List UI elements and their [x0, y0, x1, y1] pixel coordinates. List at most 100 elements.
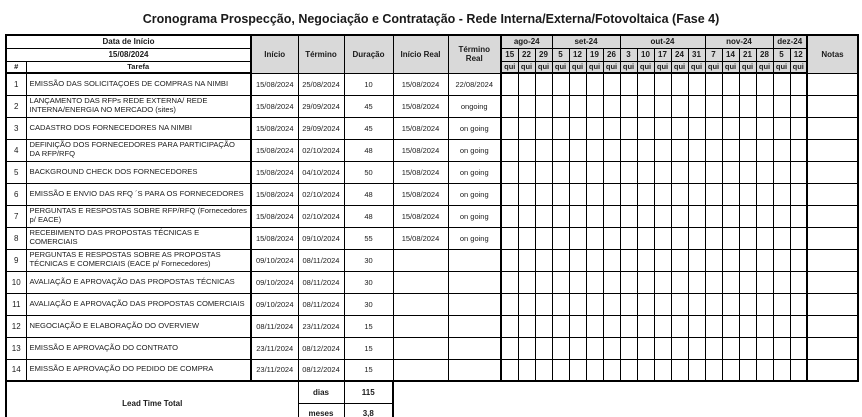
weekday-cell: qui [551, 60, 570, 74]
gantt-bar-cell [602, 226, 621, 250]
gantt-bar-cell [500, 138, 519, 162]
week-date: 26 [602, 47, 621, 62]
gantt-empty-cell [534, 314, 553, 338]
gantt-empty-cell [738, 182, 757, 206]
gantt-bar-cell [687, 270, 706, 294]
gantt-empty-cell [653, 94, 672, 118]
gantt-empty-cell [721, 226, 740, 250]
gantt-empty-cell [721, 292, 740, 316]
actual-start-date [392, 292, 449, 316]
weekday-cell: qui [653, 60, 672, 74]
row-number: 13 [5, 336, 27, 360]
weekday-cell: qui [738, 60, 757, 74]
gantt-bar-cell [568, 116, 587, 140]
gantt-empty-cell [670, 116, 689, 140]
gantt-bar-cell [551, 182, 570, 206]
gantt-bar-cell [602, 94, 621, 118]
end-date: 02/10/2024 [297, 138, 345, 162]
gantt-empty-cell [670, 72, 689, 96]
gantt-bar-cell [551, 204, 570, 228]
gantt-empty-cell [738, 270, 757, 294]
gantt-empty-cell [789, 336, 808, 360]
gantt-empty-cell [636, 336, 655, 360]
gantt-empty-cell [755, 138, 774, 162]
actual-end-date: on going [447, 182, 502, 206]
gantt-empty-cell [670, 138, 689, 162]
gantt-empty-cell [636, 314, 655, 338]
col-header-termino: Término [297, 34, 345, 74]
actual-start-date [392, 336, 449, 360]
gantt-empty-cell [755, 226, 774, 250]
col-header-termino-real: Término Real [447, 34, 502, 74]
gantt-empty-cell [585, 292, 604, 316]
week-date: 15 [500, 47, 519, 62]
gantt-empty-cell [738, 204, 757, 228]
gantt-bar-cell [517, 116, 536, 140]
gantt-empty-cell [602, 292, 621, 316]
gantt-empty-cell [755, 116, 774, 140]
gantt-empty-cell [636, 138, 655, 162]
gantt-bar-cell [517, 204, 536, 228]
week-date: 17 [653, 47, 672, 62]
gantt-bar-cell [534, 182, 553, 206]
gantt-empty-cell [568, 358, 587, 382]
gantt-empty-cell [585, 358, 604, 382]
gantt-bar-cell [585, 160, 604, 184]
gantt-empty-cell [568, 336, 587, 360]
gantt-empty-cell [636, 116, 655, 140]
gantt-empty-cell [653, 72, 672, 96]
row-number: 14 [5, 358, 27, 382]
gantt-bar-cell [585, 116, 604, 140]
gantt-empty-cell [755, 94, 774, 118]
gantt-empty-cell [653, 138, 672, 162]
actual-start-date [392, 248, 449, 272]
gantt-bar-cell [551, 116, 570, 140]
gantt-empty-cell [568, 314, 587, 338]
gantt-empty-cell [602, 248, 621, 272]
task-name: PERGUNTAS E RESPOSTAS SOBRE AS PROPOSTAS… [25, 248, 252, 272]
gantt-empty-cell [721, 358, 740, 382]
dias-label: dias [297, 380, 345, 404]
gantt-empty-cell [687, 160, 706, 184]
gantt-bar-cell [636, 248, 655, 272]
task-row: 12 NEGOCIAÇÃO E ELABORAÇÃO DO OVERVIEW 08/… [5, 314, 859, 338]
gantt-bar-cell [602, 138, 621, 162]
weekday-cell: qui [500, 60, 519, 74]
gantt-empty-cell [534, 358, 553, 382]
gantt-bar-cell [704, 270, 723, 294]
month-header-out-24: out-24 [619, 34, 706, 49]
end-date: 04/10/2024 [297, 160, 345, 184]
weekday-cell: qui [585, 60, 604, 74]
gantt-empty-cell [653, 358, 672, 382]
gantt-bar-cell [568, 226, 587, 250]
gantt-bar-cell [670, 292, 689, 316]
gantt-bar-cell [738, 314, 757, 338]
col-header-inicio-real: Início Real [392, 34, 449, 74]
gantt-empty-cell [721, 336, 740, 360]
duration: 30 [343, 292, 394, 316]
gantt-empty-cell [772, 160, 791, 184]
gantt-empty-cell [534, 270, 553, 294]
week-date: 24 [670, 47, 689, 62]
gantt-empty-cell [551, 270, 570, 294]
actual-start-date: 15/08/2024 [392, 138, 449, 162]
gantt-empty-cell [500, 358, 519, 382]
gantt-empty-cell [755, 314, 774, 338]
gantt-empty-cell [687, 138, 706, 162]
gantt-bar-cell [517, 160, 536, 184]
duration: 10 [343, 72, 394, 96]
gantt-empty-cell [789, 94, 808, 118]
gantt-empty-cell [704, 358, 723, 382]
gantt-bar-cell [551, 94, 570, 118]
col-header-tarefa: Tarefa [25, 60, 252, 74]
notes-cell [806, 116, 859, 140]
gantt-empty-cell [755, 182, 774, 206]
month-header-set-24: set-24 [551, 34, 621, 49]
start-date: 15/08/2024 [250, 72, 299, 96]
gantt-empty-cell [704, 138, 723, 162]
gantt-empty-cell [687, 204, 706, 228]
gantt-empty-cell [517, 314, 536, 338]
gantt-empty-cell [636, 226, 655, 250]
notes-cell [806, 182, 859, 206]
